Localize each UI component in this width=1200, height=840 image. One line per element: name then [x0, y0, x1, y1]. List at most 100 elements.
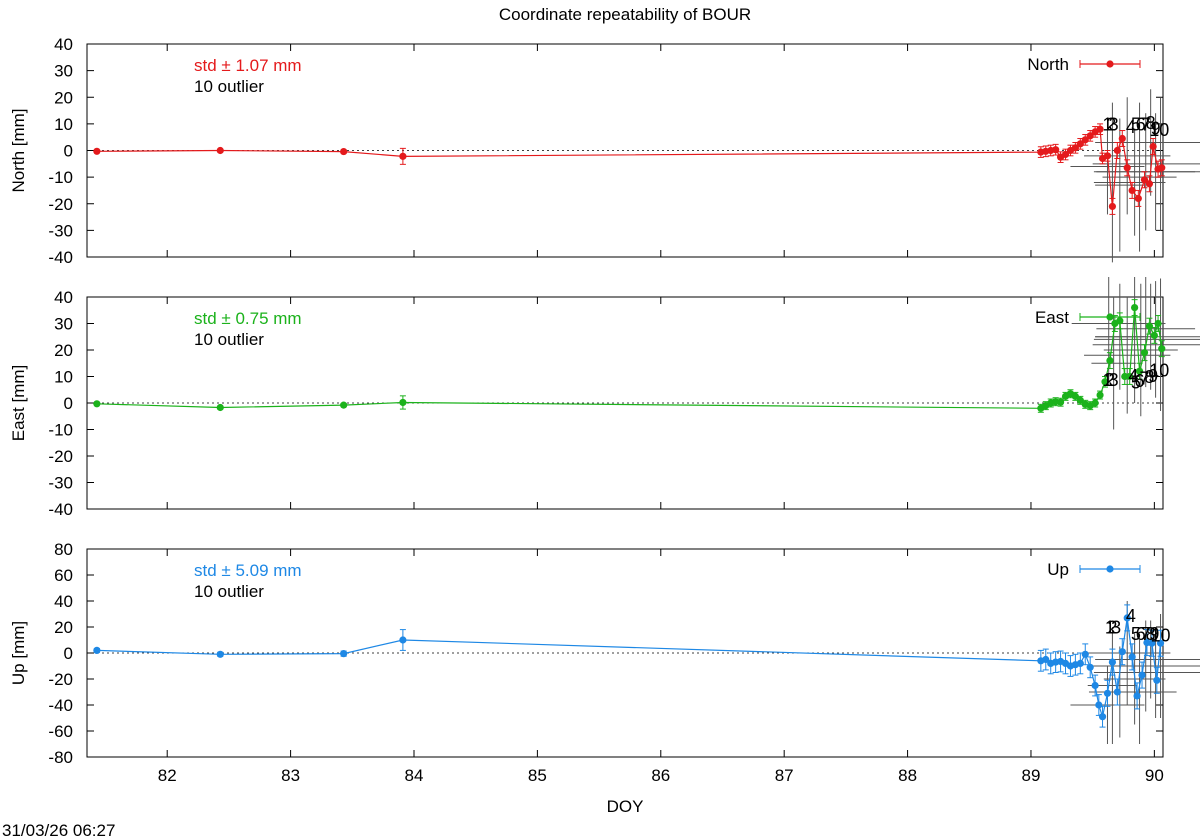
- outlier-id-label: 10: [1149, 120, 1169, 140]
- outlier-count-label: 10 outlier: [194, 330, 264, 349]
- y-tick-label: 80: [54, 540, 73, 559]
- y-tick-label: -30: [48, 221, 73, 240]
- outlier-id-label: 8: [1146, 624, 1156, 644]
- y-tick-label: -10: [48, 168, 73, 187]
- data-point: [1076, 140, 1084, 148]
- legend-marker: [1106, 313, 1114, 321]
- data-point: [216, 403, 224, 412]
- outlier-id-label: 5: [1131, 115, 1141, 135]
- data-point: [1081, 650, 1089, 658]
- data-point: [399, 152, 407, 160]
- std-label: std ± 5.09 mm: [194, 561, 302, 580]
- data-point: [1123, 164, 1131, 172]
- std-label: std ± 0.75 mm: [194, 309, 302, 328]
- outlier-id-label: 7: [1141, 115, 1151, 135]
- data-point: [1118, 134, 1126, 143]
- data-point: [93, 147, 101, 155]
- x-tick-label: 89: [1022, 766, 1041, 785]
- y-tick-label: 10: [54, 115, 73, 134]
- data-point: [1052, 146, 1060, 154]
- y-axis-label: East [mm]: [9, 365, 28, 442]
- data-point: [1098, 713, 1107, 721]
- data-point: [1106, 357, 1114, 365]
- outlier-id-label: 3: [1109, 370, 1119, 390]
- data-point: [93, 400, 101, 408]
- y-tick-label: -60: [48, 722, 73, 741]
- data-point: [1091, 681, 1099, 690]
- outlier-count-label: 10 outlier: [194, 77, 264, 96]
- outlier-count-label: 10 outlier: [194, 582, 264, 601]
- data-point: [216, 650, 224, 658]
- data-point: [1103, 152, 1112, 160]
- data-point: [1118, 648, 1126, 656]
- legend-label: East: [1035, 308, 1069, 327]
- outlier-id-label: 2: [1106, 115, 1116, 135]
- y-tick-label: -20: [48, 670, 73, 689]
- data-point: [1150, 331, 1158, 340]
- x-tick-label: 85: [528, 766, 547, 785]
- outlier-id-label: 9: [1149, 624, 1159, 644]
- data-point: [1061, 150, 1070, 159]
- y-tick-label: 0: [64, 394, 73, 413]
- data-point: [1158, 164, 1166, 172]
- data-point: [1081, 136, 1089, 144]
- data-point: [1121, 372, 1129, 381]
- legend-label: Up: [1047, 560, 1069, 579]
- x-tick-label: 86: [651, 766, 670, 785]
- data-point: [1138, 671, 1146, 679]
- y-tick-label: -40: [48, 248, 73, 267]
- y-tick-label: -10: [48, 421, 73, 440]
- y-tick-label: 40: [54, 592, 73, 611]
- y-tick-label: 0: [64, 142, 73, 161]
- series-line: [96, 128, 1162, 207]
- outlier-id-label: 4: [1128, 366, 1138, 386]
- y-tick-label: 40: [54, 288, 73, 307]
- data-point: [1158, 345, 1166, 353]
- std-label: std ± 1.07 mm: [194, 56, 302, 75]
- data-point: [399, 636, 407, 644]
- y-tick-label: 30: [54, 315, 73, 334]
- y-tick-label: 20: [54, 88, 73, 107]
- y-tick-label: 40: [54, 35, 73, 54]
- y-tick-label: 0: [64, 644, 73, 663]
- data-point: [1135, 367, 1144, 375]
- panel-north: -40 -30 -20 -10 0 10 20 30 40 North [mm] 123 456789…: [9, 35, 1200, 267]
- outlier-id-label: 3: [1111, 618, 1121, 638]
- outlier-id-label: 10: [1151, 625, 1171, 645]
- y-tick-label: -30: [48, 474, 73, 493]
- data-point: [1056, 398, 1065, 406]
- legend-marker: [1106, 60, 1114, 68]
- data-point: [340, 147, 348, 156]
- data-point: [1153, 676, 1161, 684]
- data-point: [1108, 658, 1117, 666]
- y-axis-label: Up [mm]: [9, 621, 28, 685]
- outlier-id-label: 4: [1126, 606, 1136, 626]
- x-axis-label: DOY: [607, 797, 644, 816]
- x-tick-label: 84: [405, 766, 424, 785]
- data-point: [1076, 396, 1084, 404]
- x-tick-label: 87: [775, 766, 794, 785]
- x-tick-label: 82: [158, 766, 177, 785]
- y-tick-label: 10: [54, 368, 73, 387]
- outlier-id-label: 6: [1136, 624, 1146, 644]
- outlier-id-label: 5: [1131, 372, 1141, 392]
- data-point: [1103, 689, 1112, 697]
- y-tick-label: -80: [48, 748, 73, 767]
- data-point: [1145, 180, 1154, 188]
- outlier-id-label: 1: [1102, 370, 1112, 390]
- outlier-id-label: 1: [1102, 115, 1112, 135]
- timestamp: 31/03/26 06:27: [2, 821, 115, 840]
- data-point: [1133, 692, 1141, 700]
- data-point: [1148, 639, 1156, 647]
- data-point: [1086, 132, 1094, 140]
- data-point: [1156, 639, 1165, 647]
- y-tick-label: -20: [48, 447, 73, 466]
- outlier-id-label: 8: [1146, 113, 1156, 133]
- data-point: [1076, 659, 1084, 668]
- data-point: [1140, 176, 1149, 184]
- data-point: [1113, 688, 1121, 696]
